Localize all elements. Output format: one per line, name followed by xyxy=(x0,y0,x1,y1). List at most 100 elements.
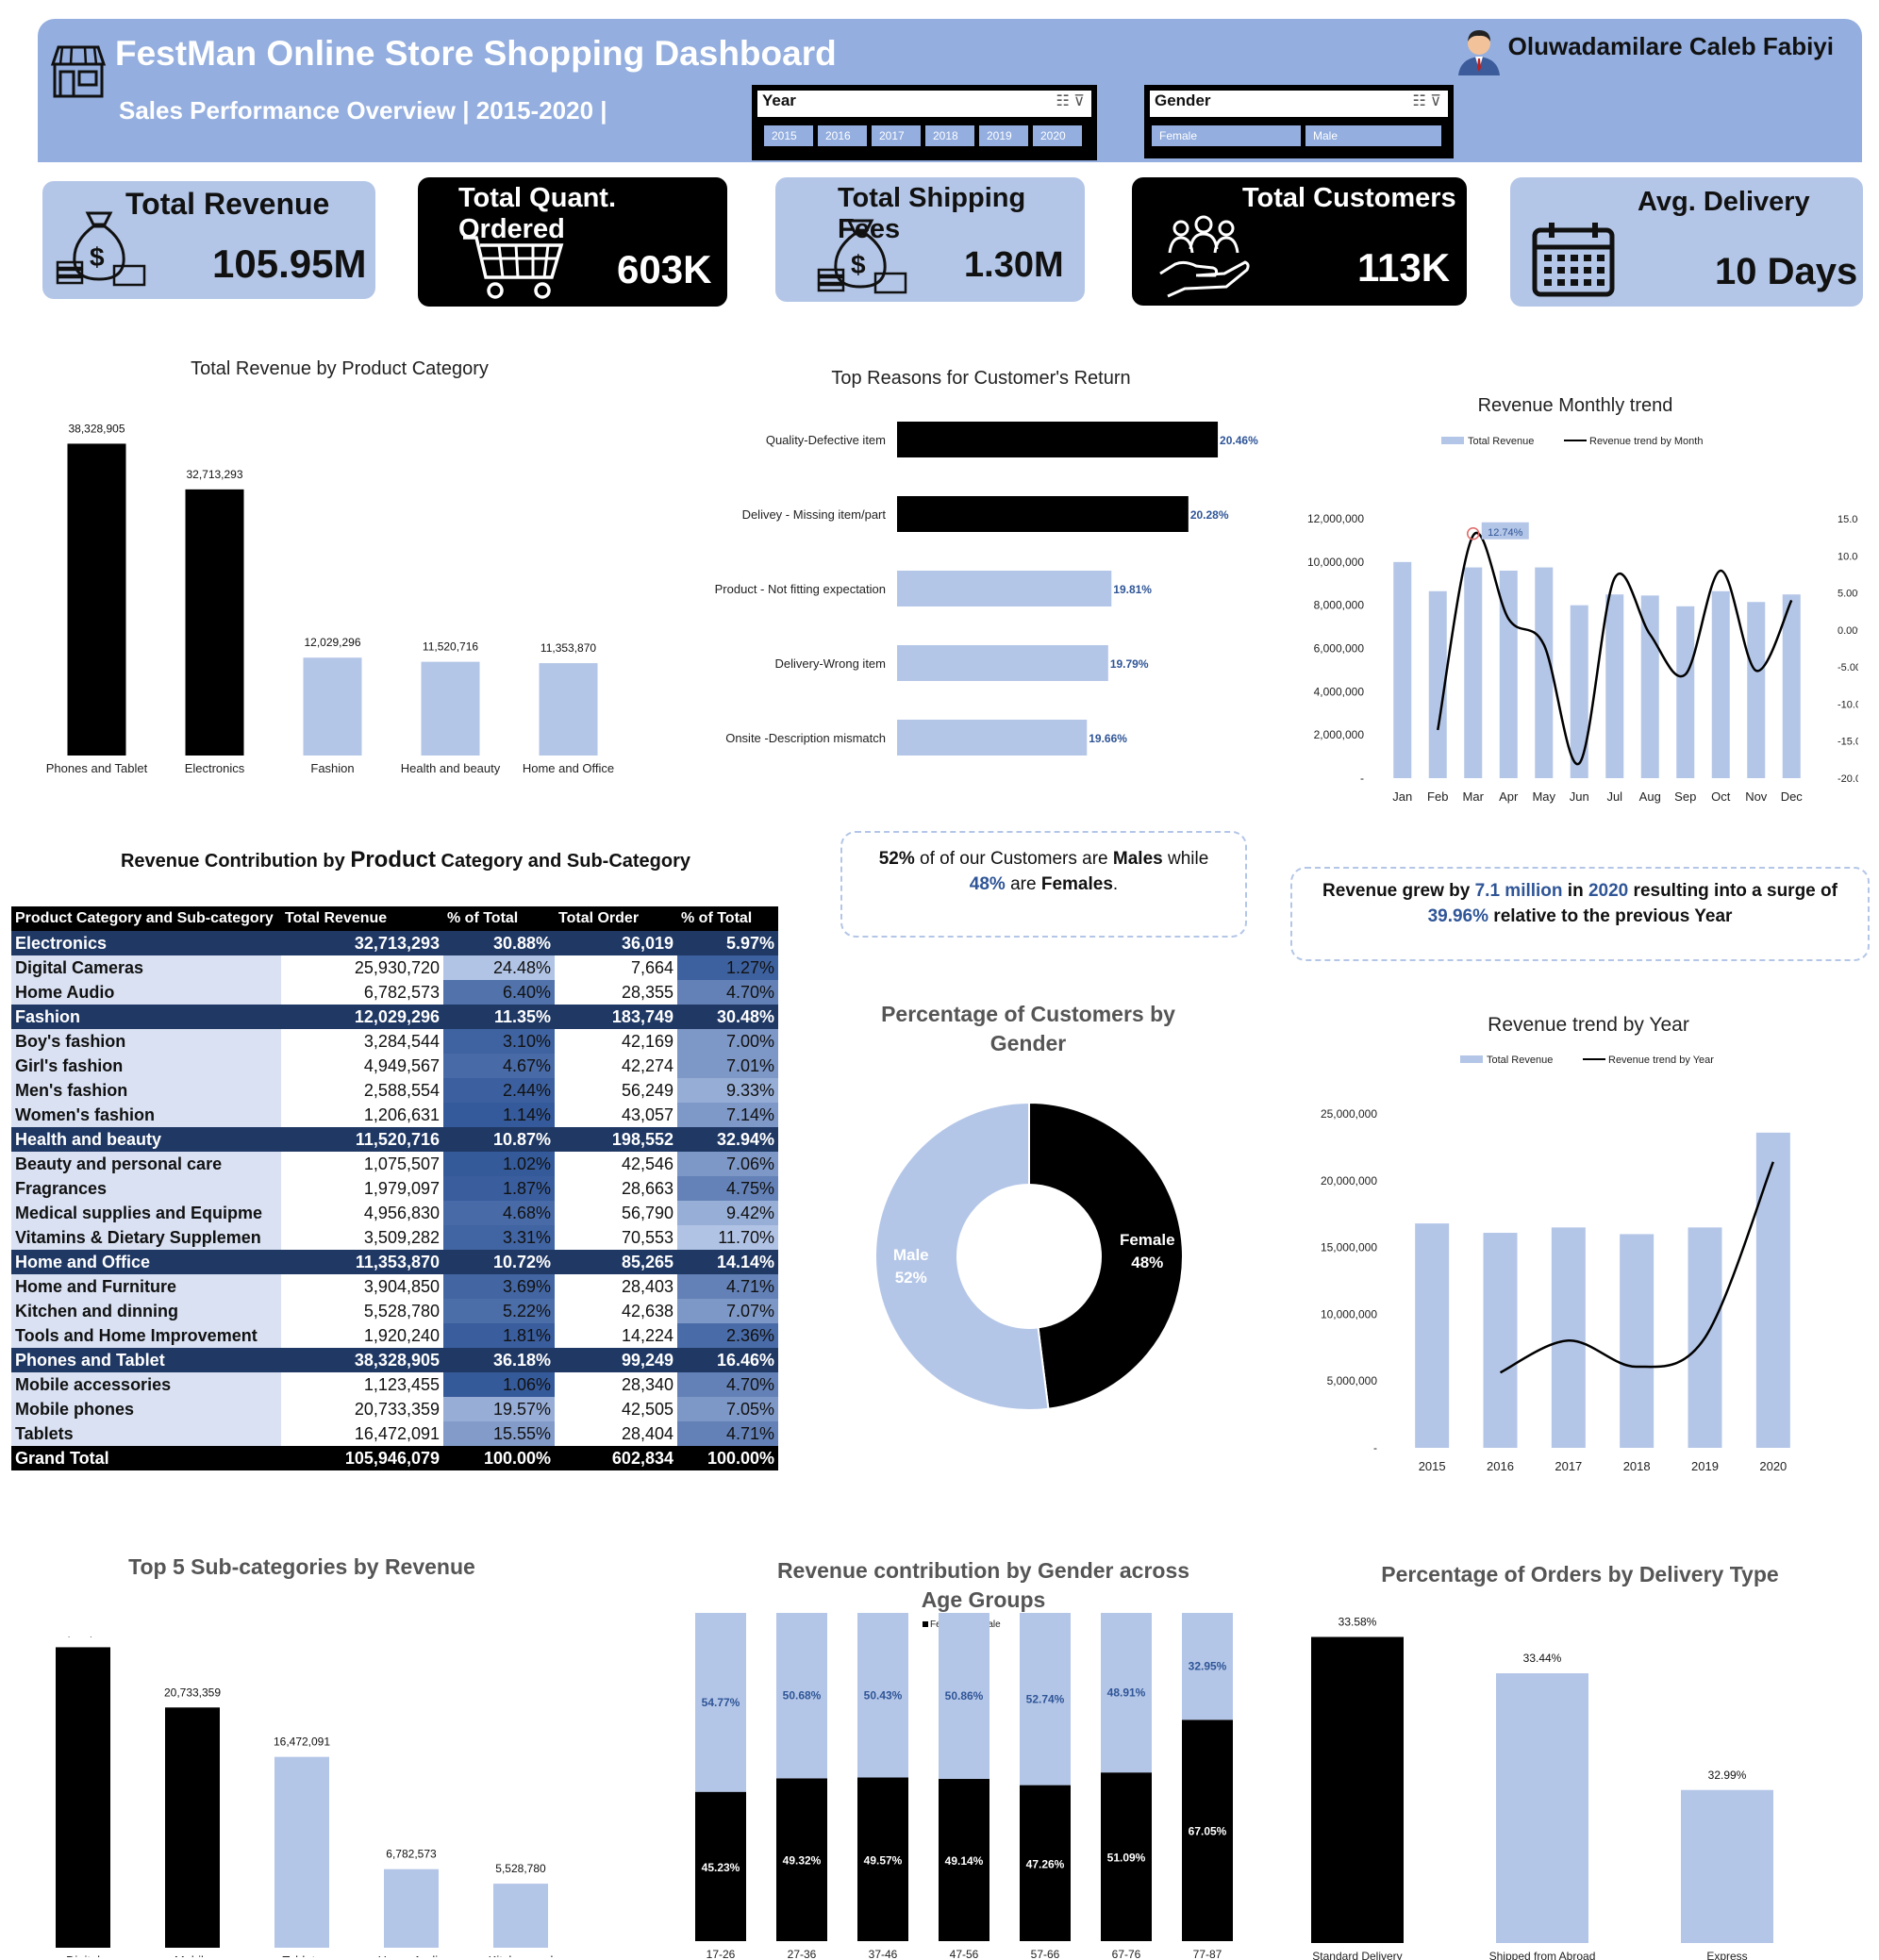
bar-male xyxy=(1182,1613,1233,1720)
tick-label: -5.00% xyxy=(1837,662,1858,673)
tick-label: Digital xyxy=(66,1953,100,1957)
svg-text:$: $ xyxy=(90,242,105,272)
cell-value: 5.22% xyxy=(443,1299,555,1323)
data-label: 16,472,091 xyxy=(274,1736,330,1749)
row-label: Phones and Tablet xyxy=(11,1348,281,1372)
bar xyxy=(897,645,1108,681)
cell-value: 16.46% xyxy=(677,1348,778,1372)
tick-label: 2015 xyxy=(1419,1459,1446,1473)
cell-value: 36,019 xyxy=(555,931,677,955)
chart-title-delivery: Percentage of Orders by Delivery Type xyxy=(1381,1562,1779,1586)
bar-female xyxy=(1101,1772,1152,1941)
bar-male xyxy=(857,1613,908,1778)
tick-label: Jun xyxy=(1570,789,1589,804)
bar-male xyxy=(776,1613,827,1779)
year-slicer[interactable]: Year ☷ ⊽ 2015 2016 2017 2018 2019 2020 xyxy=(752,85,1097,160)
kpi-label: Total Revenue xyxy=(125,187,330,221)
cell-value: 56,790 xyxy=(555,1201,677,1225)
tick-label: 27-36 xyxy=(788,1948,817,1960)
callout-text: Males xyxy=(1112,849,1163,869)
cell-value: 38,328,905 xyxy=(281,1348,443,1372)
year-chip[interactable]: 2020 xyxy=(1033,125,1082,146)
cell-value: 183,749 xyxy=(555,1005,677,1029)
callout-text: while xyxy=(1162,849,1209,869)
bar-female xyxy=(939,1779,989,1941)
tick-label: -20.00% xyxy=(1837,773,1858,785)
year-chip[interactable]: 2017 xyxy=(872,125,921,146)
cell-value: 100.00% xyxy=(677,1446,778,1470)
tick-label: 37-46 xyxy=(869,1948,898,1960)
legend-label: Male xyxy=(980,1619,1001,1630)
chart-title-yearly: Revenue trend by Year xyxy=(1488,1014,1689,1036)
trend-line xyxy=(1499,1161,1774,1374)
tick-label: 5,000,000 xyxy=(1327,1374,1378,1387)
tick-label: 20,000,000 xyxy=(1321,1174,1377,1188)
year-chip[interactable]: 2019 xyxy=(979,125,1028,146)
gender-callout: 52% of of our Customers are Males while … xyxy=(840,831,1247,938)
bar xyxy=(421,661,480,756)
table-header-row: Product Category and Sub-category Total … xyxy=(11,906,778,931)
row-label: Mobile accessories xyxy=(11,1372,281,1397)
cell-value: 2,588,554 xyxy=(281,1078,443,1103)
tick-label: Oct xyxy=(1711,789,1731,804)
money-bag-icon: $ xyxy=(817,219,907,294)
bar xyxy=(1393,561,1412,778)
tick-label: Mobile xyxy=(175,1953,210,1957)
year-chip[interactable]: 2016 xyxy=(818,125,867,146)
legend-swatch xyxy=(1441,437,1464,444)
data-label: 33.44% xyxy=(1523,1652,1562,1665)
chart-yearly: Total Revenue Revenue trend by Year - 5,000… xyxy=(1321,1055,1790,1473)
cell-value: 42,274 xyxy=(555,1054,677,1078)
table-row: Home Audio 6,782,573 6.40% 28,355 4.70% xyxy=(11,980,778,1005)
tick-label: 57-66 xyxy=(1031,1948,1060,1960)
cell-value: 12,029,296 xyxy=(281,1005,443,1029)
category-row: Fashion 12,029,296 11.35% 183,749 30.48% xyxy=(11,1005,778,1029)
cell-value: 85,265 xyxy=(555,1250,677,1274)
chart-category: 38,328,905 Phones and Tablet 32,713,293 Ele… xyxy=(46,422,614,775)
money-bag-icon: $ xyxy=(56,211,146,287)
year-chip[interactable]: 2018 xyxy=(925,125,974,146)
row-label: Boy's fashion xyxy=(11,1029,281,1054)
customers-hand-icon xyxy=(1159,215,1250,298)
bar xyxy=(1311,1636,1404,1943)
cell-value: 25,930,720 xyxy=(281,955,443,980)
cell-value: 1.87% xyxy=(443,1176,555,1201)
slice-label: 52% xyxy=(895,1269,927,1287)
data-label: 20,733,359 xyxy=(164,1686,221,1699)
tick-label: 15,000,000 xyxy=(1321,1241,1377,1254)
tick-label: 0.00% xyxy=(1837,625,1858,637)
tick-label: May xyxy=(1532,789,1555,804)
data-label: 50.68% xyxy=(783,1689,822,1703)
cell-value: 4.70% xyxy=(677,980,778,1005)
cell-value: 3,284,544 xyxy=(281,1029,443,1054)
callout-text: are xyxy=(1005,874,1041,894)
gender-chip[interactable]: Male xyxy=(1305,125,1441,146)
legend-swatch xyxy=(923,1621,928,1627)
table-row: Fragrances 1,979,097 1.87% 28,663 4.75% xyxy=(11,1176,778,1201)
cell-value: 99,249 xyxy=(555,1348,677,1372)
data-label: 20.28% xyxy=(1190,508,1229,522)
chart-gender: Female 48% Male 52% xyxy=(874,1101,1184,1411)
bar xyxy=(897,422,1219,457)
grand-total-row: Grand Total 105,946,079 100.00% 602,834 100.… xyxy=(11,1446,778,1470)
year-chip[interactable]: 2015 xyxy=(764,125,813,146)
pie-slice xyxy=(1028,1101,1184,1410)
data-label: 45.23% xyxy=(702,1861,740,1874)
cell-value: 4.70% xyxy=(677,1372,778,1397)
category-row: Electronics 32,713,293 30.88% 36,019 5.97% xyxy=(11,931,778,955)
tick-label: Dec xyxy=(1781,789,1804,804)
tick-label: 12,000,000 xyxy=(1307,512,1364,525)
table-row: Men's fashion 2,588,554 2.44% 56,249 9.33% xyxy=(11,1078,778,1103)
slice-label: 48% xyxy=(1131,1254,1163,1271)
gender-slicer[interactable]: Gender ☷ ⊽ Female Male xyxy=(1144,85,1454,158)
tick-label: 67-76 xyxy=(1112,1948,1141,1960)
category-row: Home and Office 11,353,870 10.72% 85,265 14.… xyxy=(11,1250,778,1274)
filter-icon[interactable]: ☷ ⊽ xyxy=(1056,93,1086,109)
tick-label: Jan xyxy=(1392,789,1412,804)
gender-chip[interactable]: Female xyxy=(1152,125,1301,146)
tick-label: 5.00% xyxy=(1837,589,1858,600)
filter-icon[interactable]: ☷ ⊽ xyxy=(1412,93,1442,109)
cell-value: 16,472,091 xyxy=(281,1421,443,1446)
table-row: Kitchen and dinning 5,528,780 5.22% 42,638 7… xyxy=(11,1299,778,1323)
data-label: 49.57% xyxy=(864,1853,903,1867)
